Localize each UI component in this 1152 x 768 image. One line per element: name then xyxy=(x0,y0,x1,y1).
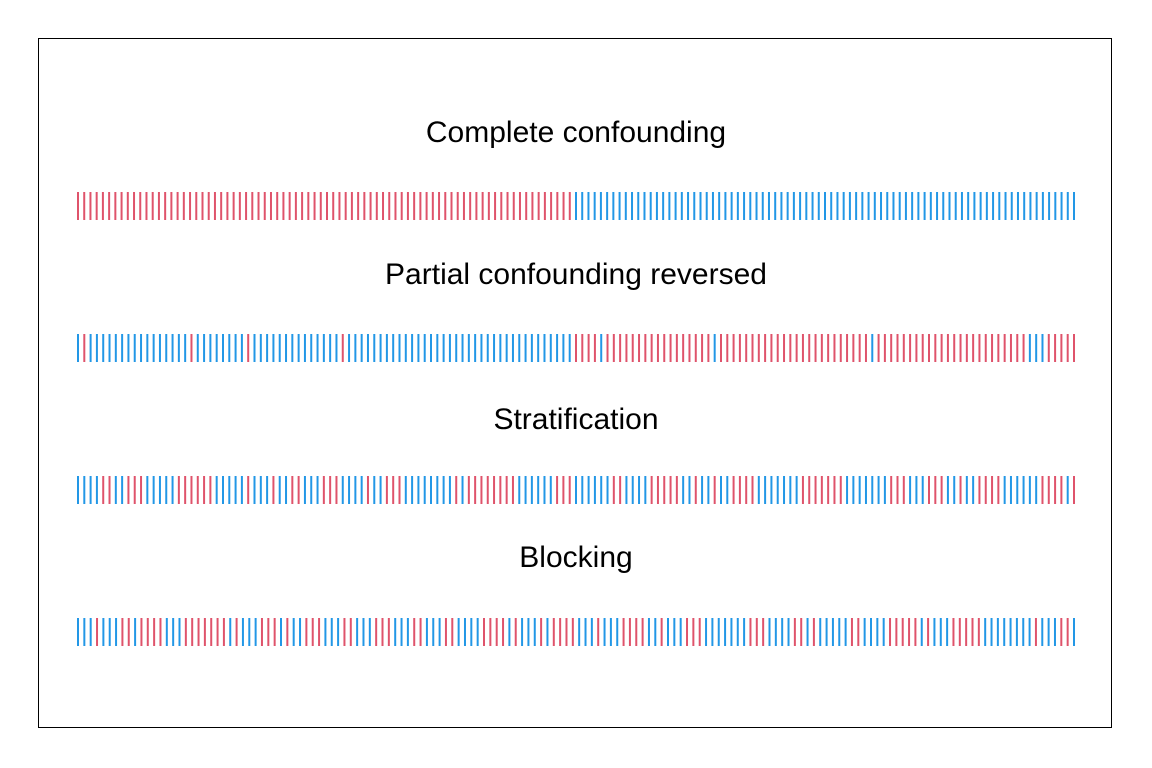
row-title-stratification: Stratification xyxy=(493,403,659,436)
strip-1 xyxy=(77,334,1075,362)
row-title-partial-confounding-reversed: Partial confounding reversed xyxy=(385,258,767,291)
strip-2 xyxy=(77,476,1075,504)
row-title-complete-confounding: Complete confounding xyxy=(425,116,727,149)
strip-3 xyxy=(77,618,1075,646)
strip-0 xyxy=(77,192,1075,220)
plot-frame xyxy=(38,38,1112,728)
row-title-blocking: Blocking xyxy=(519,541,633,574)
